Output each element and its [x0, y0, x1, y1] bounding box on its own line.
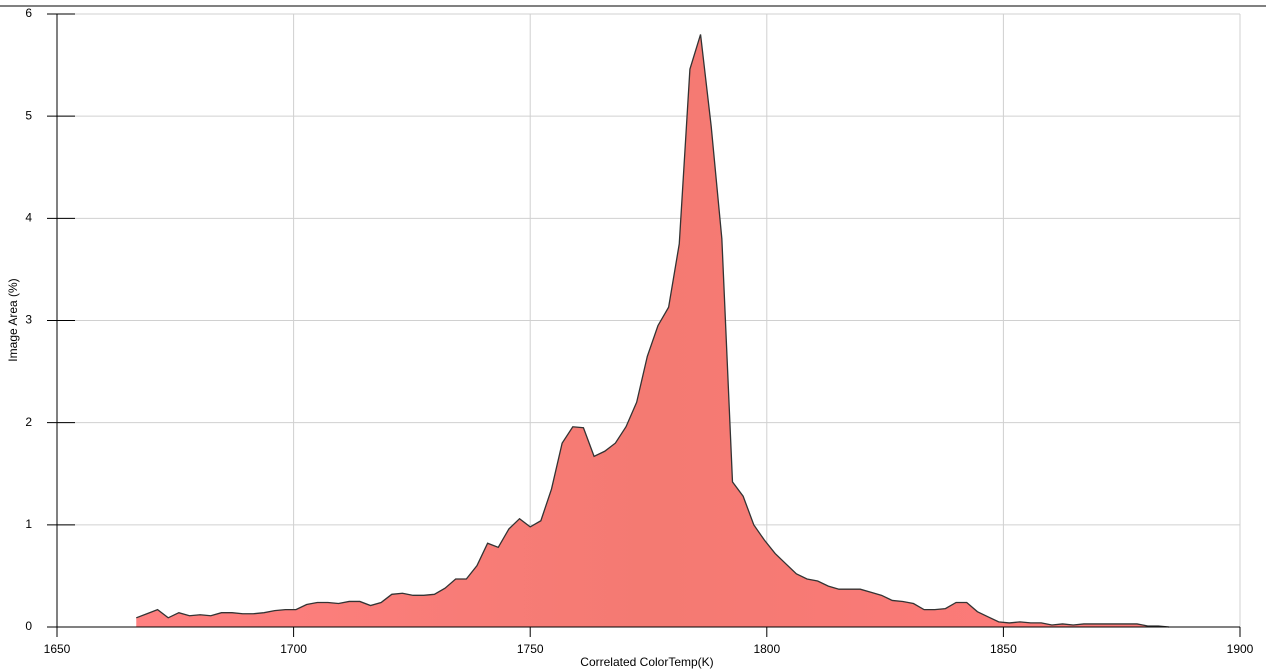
x-tick-label: 1900 [1227, 642, 1254, 656]
x-axis-label: Correlated ColorTemp(K) [580, 655, 713, 669]
y-tick-label: 4 [25, 211, 32, 225]
y-axis-label: Image Area (%) [6, 278, 20, 361]
x-tick-label: 1850 [990, 642, 1017, 656]
y-tick-label: 2 [25, 415, 32, 429]
y-tick-label: 6 [25, 6, 32, 20]
x-tick-label: 1800 [753, 642, 780, 656]
y-tick-label: 0 [25, 619, 32, 633]
x-tick-label: 1650 [44, 642, 71, 656]
x-tick-label: 1700 [280, 642, 307, 656]
area-line [136, 34, 1170, 628]
y-tick-label: 3 [25, 313, 32, 327]
x-tick-label: 1750 [517, 642, 544, 656]
y-tick-label: 1 [25, 517, 32, 531]
area-fill [136, 34, 1170, 628]
y-tick-label: 5 [25, 108, 32, 122]
